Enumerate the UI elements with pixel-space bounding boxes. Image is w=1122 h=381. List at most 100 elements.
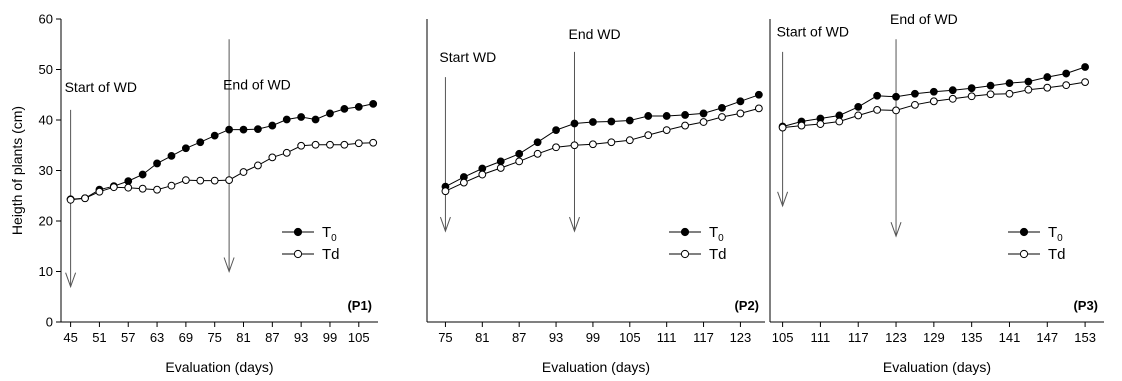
- p2-x-tick-label-75: 75: [438, 330, 452, 345]
- p1-series-t0-point: [225, 125, 234, 134]
- p2-series-t0-point: [552, 126, 560, 135]
- p2-series-td-point: [570, 141, 579, 150]
- p3-series-t0-point: [911, 89, 919, 98]
- p1-legend-td-marker: [293, 249, 303, 259]
- p1-series-td-point: [369, 138, 378, 147]
- p3-series-t0-point: [929, 87, 938, 96]
- p1-series-t0-point: [181, 144, 190, 153]
- p2-series-t0-point: [570, 119, 579, 128]
- p2-series-t0-point: [515, 149, 524, 158]
- p1-series-t0-point: [167, 151, 176, 160]
- y-tick-label-10: 10: [39, 264, 53, 279]
- p2-x-tick-label-105: 105: [619, 330, 641, 345]
- p3-legend-t0-subscript: 0: [1057, 233, 1063, 244]
- p3-series-td-point: [816, 120, 825, 128]
- p2-x-tick-label-93: 93: [549, 330, 563, 345]
- p2-legend-td-marker: [680, 249, 690, 259]
- y-axis-title: Heigth of plants (cm): [9, 106, 25, 235]
- p1-series-td-point: [326, 140, 334, 149]
- p2-series-t0-point: [699, 109, 708, 118]
- p3-x-tick-label-153: 153: [1074, 330, 1096, 345]
- p2-panel-label: (P2): [734, 298, 759, 313]
- p2-series-td-point: [644, 131, 653, 140]
- p2-series-td-point: [478, 170, 487, 179]
- p1-series-td-point: [167, 181, 176, 190]
- p1-x-tick-label-87: 87: [265, 330, 279, 345]
- p1-legend-td-name: Td: [322, 246, 340, 263]
- p3-series-td-point: [967, 92, 976, 101]
- p2-series-t0-point: [736, 97, 745, 106]
- p3-x-tick-label-147: 147: [1036, 330, 1058, 345]
- p3-series-t0-point: [873, 91, 882, 100]
- p3-series-td-point: [911, 100, 919, 109]
- y-tick-label-30: 30: [39, 163, 53, 178]
- p2-series-td-point: [552, 143, 560, 152]
- p1-legend-t0-name: T: [322, 224, 331, 241]
- p1-series-td-point: [109, 183, 118, 192]
- p1-series-td-point: [297, 141, 306, 150]
- p1-annotation-1: Start of WD: [65, 79, 137, 95]
- p1-series-td-point: [153, 185, 161, 194]
- p1-x-tick-label-75: 75: [207, 330, 221, 345]
- p3-series-td-point: [873, 106, 882, 114]
- p3-legend-t0-name: T: [1048, 224, 1057, 241]
- p1-series-t0-point: [369, 99, 378, 108]
- p1-x-tick-label-69: 69: [179, 330, 193, 345]
- p2-series-t0-point: [625, 116, 634, 125]
- p3-series-td-point: [892, 106, 900, 115]
- p3-annotation-1: Start of WD: [777, 24, 849, 40]
- p2-series-t0-point: [607, 117, 616, 126]
- p3-legend-td-label: Td: [1048, 246, 1066, 263]
- p1-series-td-point: [268, 153, 277, 162]
- p2-annotation-1: Start WD: [439, 49, 496, 65]
- p3-x-tick-label-129: 129: [923, 330, 945, 345]
- p1-panel-label: (P1): [347, 298, 372, 313]
- p3-series-td-point: [929, 97, 938, 106]
- p1-series-t0-point: [268, 121, 277, 130]
- p2-series-t0-point: [681, 111, 690, 119]
- y-tick-label-40: 40: [39, 113, 53, 128]
- p3-x-tick-label-117: 117: [848, 330, 869, 345]
- p3-series-td-point: [797, 121, 806, 130]
- p2-legend-t0-name: T: [709, 224, 718, 241]
- p1-series-td-point: [210, 176, 219, 185]
- p2-series-t0-point: [662, 112, 671, 120]
- p3-series-td-point: [854, 111, 863, 120]
- p1-series-t0-point: [153, 159, 161, 168]
- p2-series-t0-point: [589, 118, 597, 126]
- p2-series-td-point: [699, 118, 708, 126]
- p3-x-tick-label-141: 141: [999, 330, 1021, 345]
- p2-series-td-point: [754, 104, 763, 113]
- p2-series-td-point: [736, 109, 745, 118]
- p2-x-tick-label-117: 117: [693, 330, 714, 345]
- p2-annotation-2: End WD: [568, 26, 620, 42]
- p2-series-td-point: [496, 164, 505, 172]
- p3-panel-label: (P3): [1073, 298, 1098, 313]
- p3-x-tick-label-105: 105: [772, 330, 794, 345]
- p1-series-t0-point: [311, 115, 320, 124]
- p1-series-t0-point: [210, 131, 219, 140]
- p1-series-td-point: [354, 139, 363, 148]
- p1-annotation-2: End of WD: [223, 77, 291, 93]
- p1-x-tick-label-45: 45: [63, 330, 77, 345]
- p2-series-t0-point: [754, 90, 763, 99]
- p3-arrow-head-1: [777, 191, 789, 208]
- p1-series-td-point: [66, 195, 75, 204]
- p3-series-td-point: [1043, 83, 1052, 92]
- p1-arrow-head-2: [223, 257, 235, 273]
- p3-series-t0-line: [782, 66, 1086, 128]
- p2-series-td-line: [445, 107, 760, 192]
- p1-series-t0-point: [124, 177, 133, 186]
- p1-series-t0-point: [354, 102, 363, 111]
- p1-series-td-point: [340, 140, 349, 149]
- p3-legend-td-name: Td: [1048, 246, 1066, 263]
- p1-series-td-point: [311, 140, 320, 149]
- p3-x-tick-label-123: 123: [885, 330, 907, 345]
- p1-series-td-point: [124, 183, 133, 192]
- p2-arrow-head-2: [569, 216, 580, 233]
- y-tick-label-0: 0: [46, 315, 53, 330]
- p2-series-t0-point: [718, 103, 726, 112]
- p3-series-t0-point: [1081, 63, 1089, 71]
- p3-series-t0-point: [854, 102, 863, 111]
